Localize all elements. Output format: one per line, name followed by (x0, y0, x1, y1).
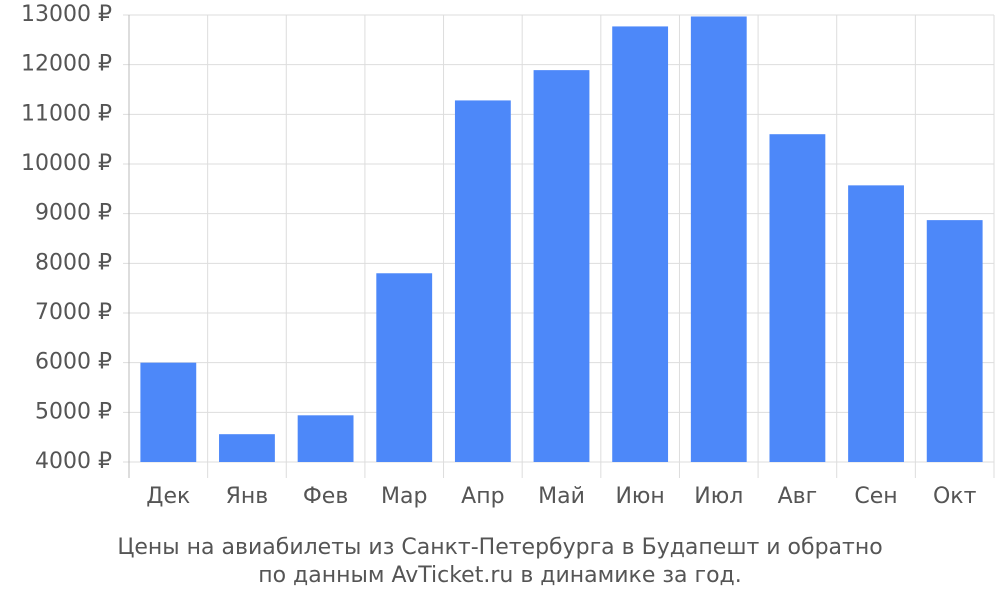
bar (612, 26, 669, 462)
x-tick-label: Июл (694, 484, 743, 509)
y-tick-label: 8000 ₽ (35, 250, 112, 275)
y-tick-label: 6000 ₽ (35, 350, 112, 375)
y-tick-label: 10000 ₽ (21, 151, 112, 176)
y-tick-label: 5000 ₽ (35, 399, 112, 424)
x-tick-label: Июн (615, 484, 664, 509)
y-tick-label: 7000 ₽ (35, 300, 112, 325)
bar (848, 185, 904, 462)
bar (769, 134, 826, 462)
bar (454, 100, 511, 462)
caption-line: по данным AvTicket.ru в динамике за год. (258, 563, 742, 588)
bar (926, 220, 983, 462)
x-tick-label: Авг (778, 484, 818, 509)
x-tick-label: Дек (146, 484, 190, 509)
bar (533, 70, 590, 462)
x-tick-label: Янв (226, 484, 269, 509)
x-tick-label: Фев (303, 484, 348, 509)
y-tick-label: 12000 ₽ (21, 52, 112, 77)
y-tick-label: 13000 ₽ (21, 2, 112, 27)
x-tick-label: Сен (854, 484, 897, 509)
caption-line: Цены на авиабилеты из Санкт-Петербурга в… (117, 535, 882, 560)
y-tick-label: 11000 ₽ (21, 101, 112, 126)
y-tick-label: 9000 ₽ (35, 201, 112, 226)
bar (140, 362, 197, 462)
bar (690, 16, 747, 463)
x-tick-label: Мар (381, 484, 427, 509)
bar (219, 434, 275, 462)
bar (297, 415, 354, 462)
y-tick-label: 4000 ₽ (35, 449, 112, 474)
x-tick-label: Май (538, 484, 585, 509)
bar (376, 273, 433, 462)
x-tick-label: Апр (461, 484, 504, 509)
x-tick-label: Окт (933, 484, 977, 509)
